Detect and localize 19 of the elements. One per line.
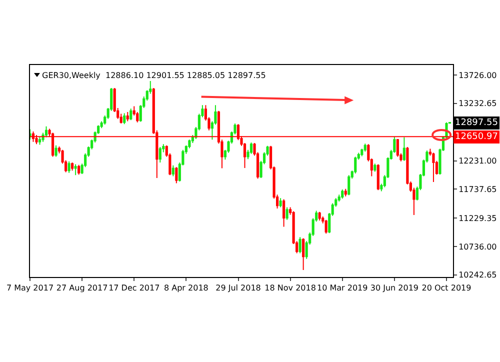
y-tick-label: 13726.00 — [458, 70, 497, 80]
y-tick-label: 11737.65 — [458, 184, 497, 194]
x-tick-label: 29 Jul 2018 — [216, 284, 261, 293]
x-tick-label: 17 Dec 2017 — [108, 284, 160, 293]
y-tick-label: 11229.35 — [458, 214, 497, 224]
x-tick-label: 20 Oct 2019 — [422, 284, 472, 293]
text: GER30,Weekly 12886.10 12901.55 12885.05 12897.55 — [42, 70, 266, 80]
x-tick-label: 10 Mar 2019 — [317, 284, 368, 293]
x-tick-label: 27 Aug 2017 — [56, 284, 108, 293]
y-tick-label: 10242.65 — [458, 270, 497, 280]
y-tick-label: 12231.00 — [458, 156, 497, 166]
x-tick-label: 8 Apr 2018 — [164, 284, 208, 293]
ref-line-label: 12650.97 — [455, 132, 498, 142]
x-tick-label: 18 Nov 2018 — [264, 284, 316, 293]
x-tick-label: 7 May 2017 — [6, 284, 54, 293]
y-tick-label: 10736.00 — [458, 242, 497, 252]
text: 12897.55 — [455, 118, 498, 128]
x-tick-label: 30 Jun 2019 — [370, 284, 418, 293]
y-tick-label: 13232.65 — [458, 99, 497, 108]
